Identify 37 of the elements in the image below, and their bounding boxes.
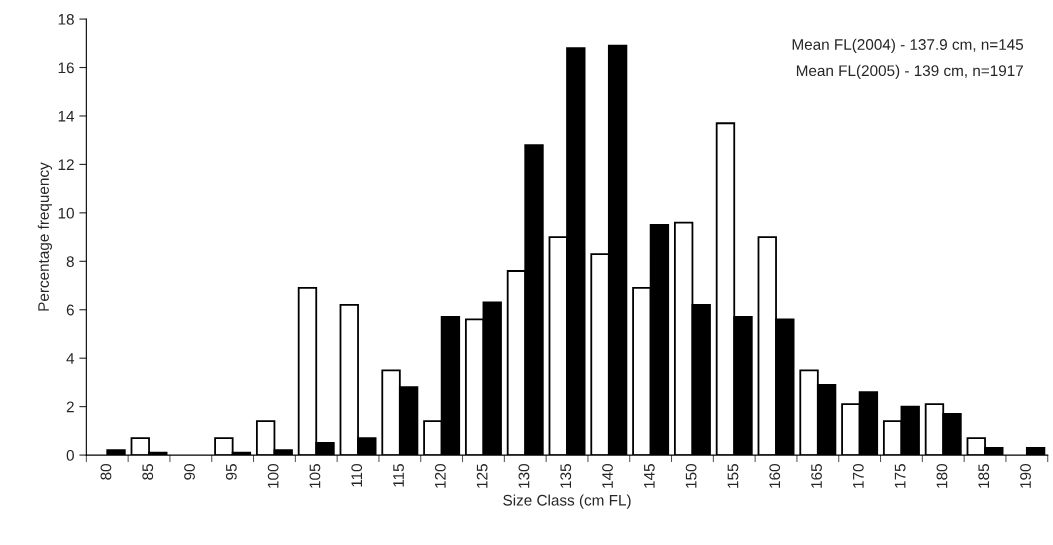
x-tick-label: 115 (393, 464, 404, 487)
x-axis-title: Size Class (cm FL) (503, 494, 631, 509)
x-tick-label: 120 (434, 464, 446, 488)
x-tick-label: 80 (100, 464, 112, 480)
x-tick-label: 160 (769, 464, 781, 488)
annotation: Mean FL(2005) - 139 cm, n=1917 (796, 64, 1023, 80)
x-tick-label: 185 (978, 464, 990, 488)
y-axis-title: Percentage frequency (37, 162, 52, 311)
x-tick-label: 85 (142, 464, 154, 480)
x-tick-label: 95 (225, 464, 237, 480)
x-tick-label: 145 (644, 464, 655, 488)
x-tick-label: 125 (476, 464, 488, 488)
x-tick-label: 150 (685, 464, 697, 488)
x-tick-label: 105 (309, 464, 321, 488)
y-tick-label: 2 (66, 401, 74, 413)
y-tick-label: 18 (58, 13, 74, 25)
y-tick-label: 0 (66, 449, 74, 461)
y-tick-label: 16 (58, 62, 74, 74)
x-tick-label: 155 (727, 464, 739, 488)
x-tick-label: 135 (560, 464, 572, 488)
x-tick-label: 90 (184, 464, 195, 480)
y-tick-label: 14 (58, 110, 75, 122)
x-tick-label: 180 (936, 464, 948, 488)
x-tick-label: 130 (518, 464, 530, 488)
x-tick-label: 140 (602, 464, 613, 488)
y-tick-label: 8 (66, 256, 74, 267)
annotation: Mean FL(2004) - 137.9 cm, n=145 (792, 38, 1024, 53)
x-tick-label: 100 (267, 464, 279, 488)
x-tick-label: 110 (351, 464, 363, 487)
y-tick-label: 12 (58, 159, 74, 170)
x-tick-label: 165 (811, 464, 822, 488)
y-tick-label: 6 (66, 304, 74, 316)
y-tick-label: 4 (66, 353, 75, 364)
x-tick-label: 190 (1020, 464, 1031, 488)
y-tick-label: 10 (58, 207, 74, 219)
x-tick-label: 170 (852, 464, 864, 488)
x-tick-label: 175 (894, 464, 906, 488)
